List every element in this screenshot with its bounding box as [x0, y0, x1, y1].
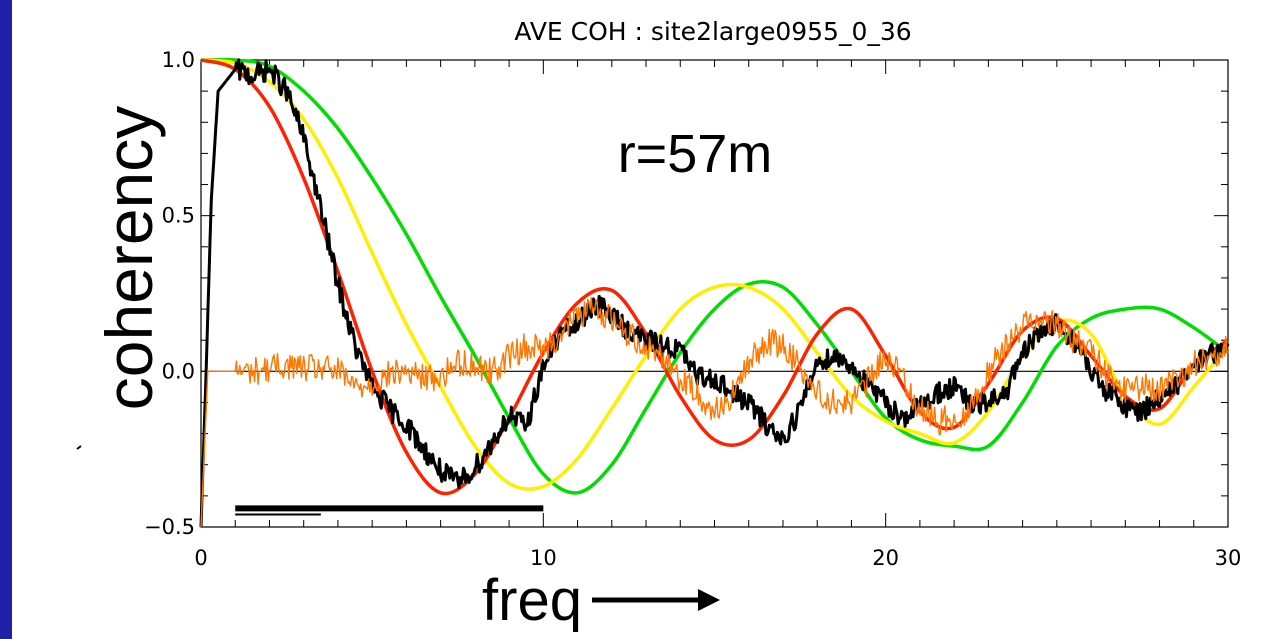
x-tick-label: 10 [530, 546, 557, 570]
y-tick-label: −0.5 [144, 515, 195, 539]
y-tick-label: 1.0 [162, 48, 195, 72]
stray-mark [76, 445, 82, 450]
y-tick-label: 0.0 [162, 359, 195, 383]
x-tick-label: 0 [194, 546, 207, 570]
x-tick-label: 20 [872, 546, 899, 570]
x-axis-arrow-head [698, 589, 720, 611]
x-axis-label: freq [482, 568, 582, 633]
series-line [200, 297, 1229, 528]
x-tick-label: 30 [1215, 546, 1242, 570]
series-line [200, 57, 1230, 495]
y-tick-label: 0.5 [162, 204, 195, 228]
chart-title: AVE COH : site2large0955_0_36 [514, 17, 911, 46]
y-axis-label: coherency [92, 106, 166, 411]
annotation-label: r=57m [618, 124, 773, 184]
